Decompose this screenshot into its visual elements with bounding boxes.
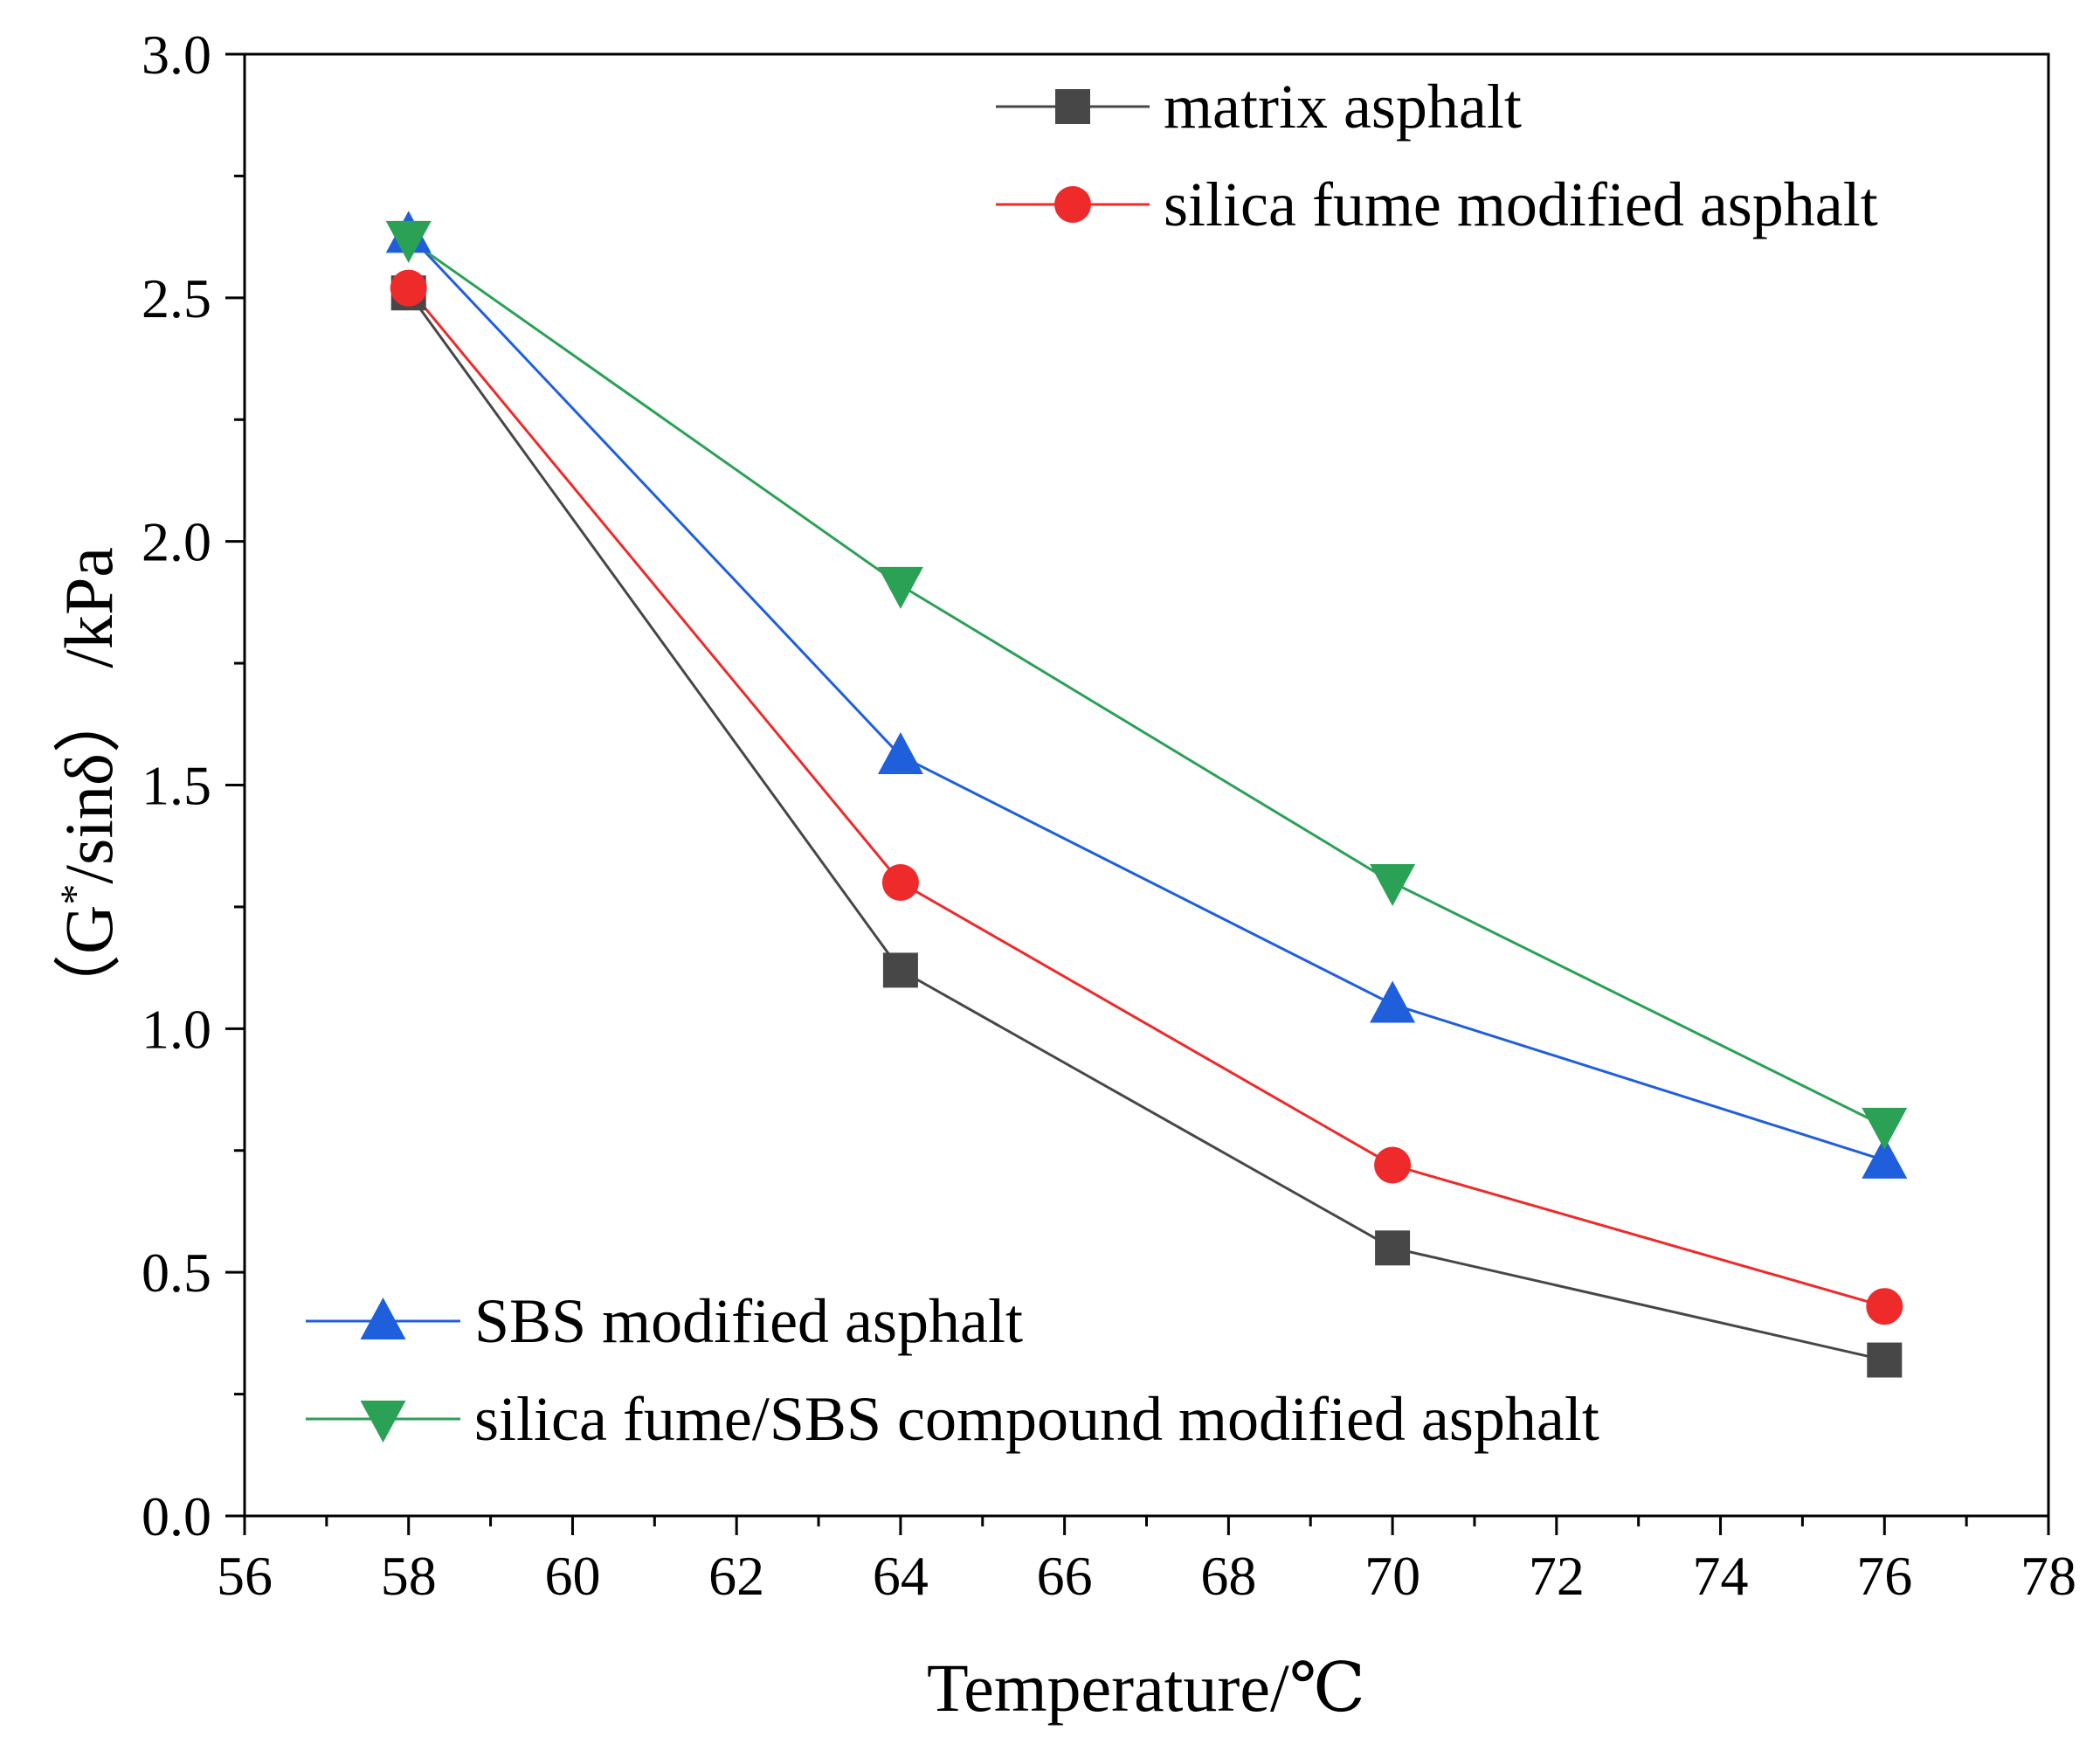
- legend-marker: [1054, 186, 1091, 223]
- x-tick-label: 62: [708, 1545, 764, 1607]
- data-point: [1375, 1230, 1411, 1266]
- y-tick-label: 0.5: [142, 1242, 211, 1304]
- data-point: [1862, 1107, 1908, 1150]
- x-tick-label: 78: [2021, 1545, 2076, 1607]
- data-point: [877, 566, 923, 609]
- x-tick-label: 74: [1693, 1545, 1749, 1607]
- data-point: [882, 952, 918, 988]
- series-line: [407, 292, 1885, 1362]
- x-tick-label: 68: [1200, 1545, 1256, 1607]
- x-tick-label: 70: [1364, 1545, 1420, 1607]
- y-tick-label: 2.5: [142, 267, 211, 329]
- y-tick-label: 1.0: [142, 998, 211, 1060]
- data-point: [1862, 1136, 1908, 1179]
- legend-lower: SBS modified asphalt silica fume/SBS comp…: [306, 1286, 1599, 1454]
- legend-marker: [360, 1298, 406, 1339]
- legend-upper: matrix asphalt silica fume modified aspha…: [996, 72, 1878, 239]
- data-point: [385, 220, 432, 263]
- x-tick-label: 64: [873, 1545, 929, 1607]
- legend-marker: [1055, 89, 1090, 124]
- x-tick-label: 72: [1529, 1545, 1585, 1607]
- data-point: [877, 732, 923, 775]
- legend-label: SBS modified asphalt: [474, 1286, 1023, 1356]
- x-tick-label: 58: [381, 1545, 437, 1607]
- data-point: [1370, 864, 1416, 907]
- y-tick-label: 3.0: [142, 24, 211, 86]
- data-point: [390, 269, 427, 307]
- series-line: [407, 238, 1885, 1128]
- y-axis-ticks: 0.0 0.5 1.0 1.5 2.0 2.5 3.0: [142, 24, 245, 1547]
- data-point: [1370, 980, 1416, 1023]
- y-tick-label: 2.0: [142, 511, 211, 573]
- series-layer: [385, 211, 1908, 1378]
- legend-marker: [360, 1401, 406, 1443]
- y-axis-label: （G*/sinδ） /kPa: [51, 547, 127, 1022]
- y-tick-label: 1.5: [142, 755, 211, 817]
- series-line: [407, 233, 1885, 1162]
- x-axis-ticks: 56 58 60 62 64 66 68 70 72 74 76 78: [217, 1516, 2076, 1607]
- data-point: [1867, 1342, 1903, 1378]
- x-tick-label: 76: [1856, 1545, 1912, 1607]
- x-tick-label: 60: [544, 1545, 600, 1607]
- x-tick-label: 56: [217, 1545, 273, 1607]
- y-tick-label: 0.0: [142, 1485, 211, 1547]
- legend-label: matrix asphalt: [1164, 72, 1522, 142]
- legend-label: silica fume/SBS compound modified asphal…: [474, 1384, 1599, 1454]
- data-point: [1866, 1288, 1903, 1325]
- data-point: [881, 864, 919, 902]
- data-point: [1374, 1146, 1412, 1184]
- x-tick-label: 66: [1037, 1545, 1093, 1607]
- legend-label: silica fume modified asphalt: [1164, 170, 1878, 239]
- x-axis-label: Temperature/℃: [927, 1650, 1365, 1726]
- series-line: [407, 287, 1885, 1308]
